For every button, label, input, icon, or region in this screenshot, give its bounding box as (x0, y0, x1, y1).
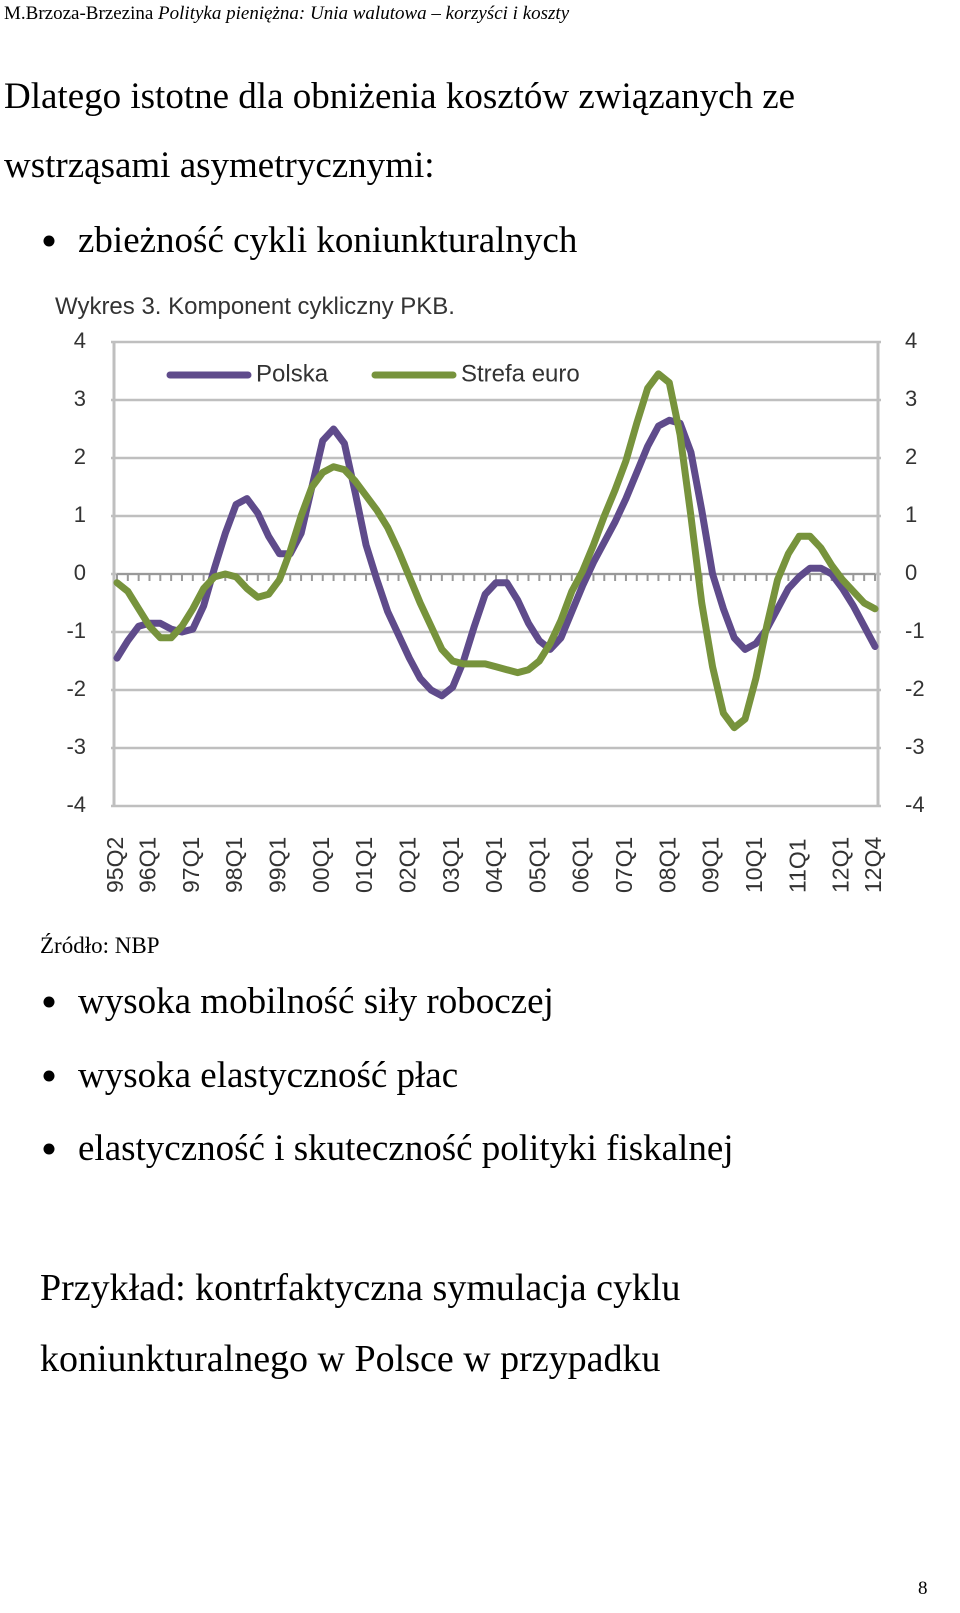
y-tick-label: 2 (74, 444, 86, 469)
y2-tick-label: 0 (905, 560, 917, 585)
y-tick-label: 3 (74, 386, 86, 411)
x-tick-label: 00Q1 (308, 837, 334, 893)
page-number: 8 (918, 1578, 928, 1599)
legend-label: Polska (256, 360, 329, 387)
y-tick-label: -1 (66, 618, 86, 643)
x-tick-label: 02Q1 (394, 837, 420, 893)
y2-tick-label: 3 (905, 386, 917, 411)
y2-tick-label: 1 (905, 502, 917, 527)
series-line (113, 416, 879, 700)
x-tick-label: 12Q4 (860, 837, 886, 893)
x-tick-label: 99Q1 (265, 837, 291, 893)
x-tick-label: 09Q1 (698, 837, 724, 893)
bullet-dot (43, 996, 55, 1008)
y2-tick-label: -1 (905, 618, 925, 643)
chart-title: Wykres 3. Komponent cykliczny PKB. (55, 293, 455, 320)
page-header: M.Brzoza-Brzezina Polityka pieniężna: Un… (4, 3, 570, 24)
x-tick-label: 07Q1 (611, 837, 637, 893)
example-line: Przykład: kontrfaktyczna symulacja cyklu (40, 1267, 681, 1309)
bullet-dot (43, 235, 55, 247)
x-tick-label: 96Q1 (135, 837, 161, 893)
x-tick-label: 01Q1 (351, 837, 377, 893)
example-line: koniunkturalnego w Polsce w przypadku (40, 1338, 661, 1380)
bullet-text: wysoka elastyczność płac (78, 1055, 458, 1096)
y-tick-label: 1 (74, 502, 86, 527)
y-tick-label: -3 (66, 734, 86, 759)
intro-line: Dlatego istotne dla obniżenia kosztów zw… (4, 76, 795, 117)
y2-tick-label: -2 (905, 676, 925, 701)
legend-label: Strefa euro (461, 360, 580, 387)
bullet-text: zbieżność cykli koniunkturalnych (78, 220, 578, 261)
y2-tick-label: 4 (905, 328, 917, 353)
x-tick-label: 95Q2 (102, 837, 128, 893)
x-tick-label: 03Q1 (438, 837, 464, 893)
y2-tick-label: 2 (905, 444, 917, 469)
bullet-dot (43, 1143, 55, 1155)
y-tick-label: 0 (74, 560, 86, 585)
x-tick-label: 06Q1 (568, 837, 594, 893)
x-tick-label: 11Q1 (784, 838, 810, 893)
header-author: M.Brzoza-Brzezina (4, 3, 154, 24)
source: Źródło: NBP (40, 933, 159, 958)
x-tick-label: 98Q1 (221, 837, 247, 893)
x-tick-label: 97Q1 (178, 837, 204, 893)
y2-tick-label: -3 (905, 734, 925, 759)
bullet-dot (43, 1070, 55, 1082)
x-tick-label: 12Q1 (828, 837, 854, 893)
intro-line: wstrząsami asymetrycznymi: (4, 145, 435, 186)
x-tick-label: 08Q1 (654, 837, 680, 893)
y-tick-label: -2 (66, 676, 86, 701)
x-tick-label: 04Q1 (481, 837, 507, 893)
bullet-text: elastyczność i skuteczność polityki fisk… (78, 1128, 734, 1169)
y2-tick-label: -4 (905, 792, 925, 817)
y-tick-label: -4 (66, 792, 86, 817)
x-tick-label: 05Q1 (524, 837, 550, 893)
bullet-text: wysoka mobilność siły roboczej (78, 981, 554, 1022)
header-title: Polityka pieniężna: Unia walutowa – korz… (157, 3, 570, 24)
x-tick-label: 10Q1 (741, 837, 767, 893)
series-line (113, 370, 879, 732)
y-tick-label: 4 (74, 328, 86, 353)
